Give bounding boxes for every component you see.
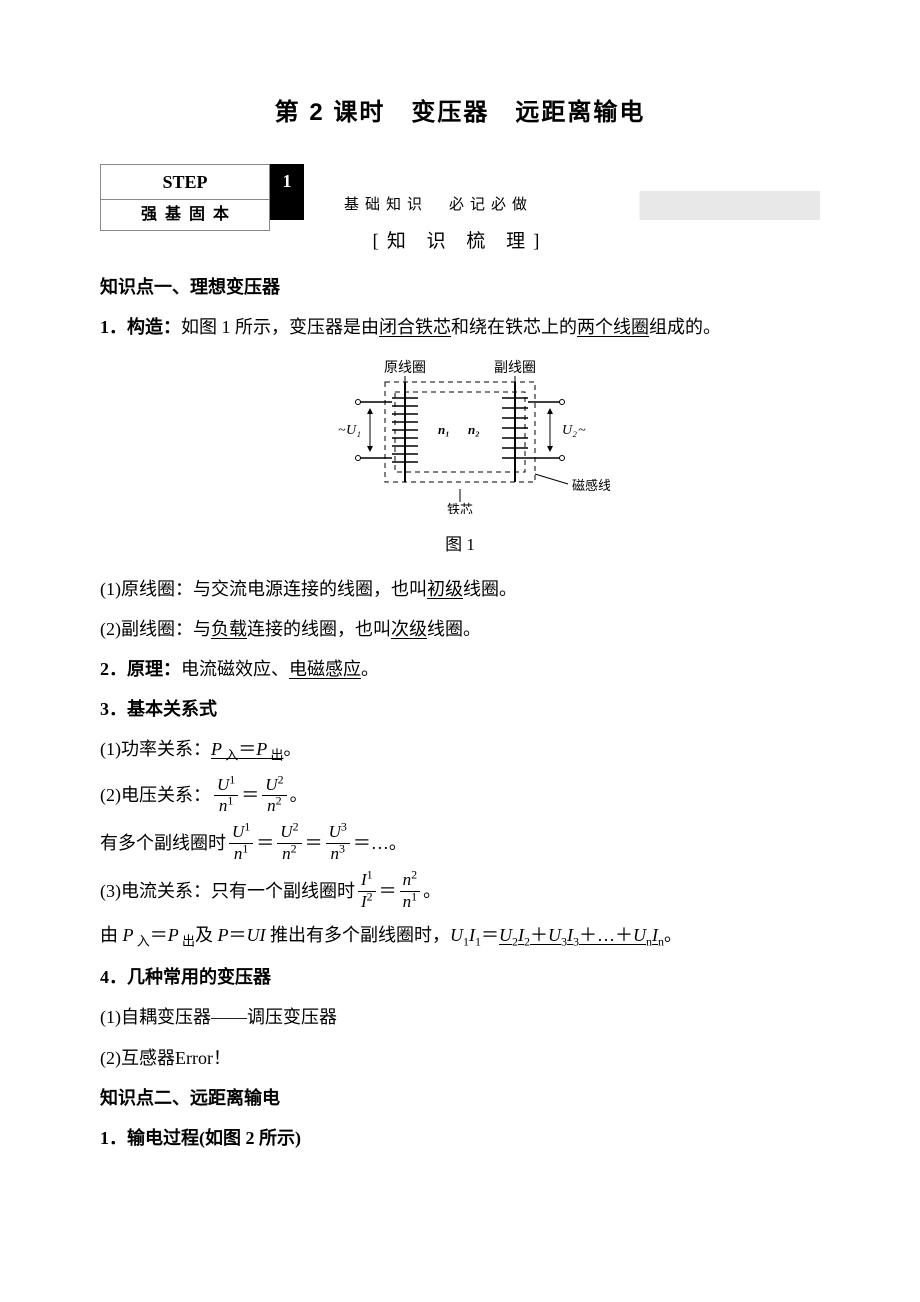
- p8-lead: (3)电流关系：只有一个副线圈时: [100, 874, 355, 908]
- step-banner: STEP 强基固本 1 基础知识 必记必做: [100, 164, 820, 220]
- para-kinds: 4．几种常用的变压器: [100, 960, 820, 994]
- frac-m2: U2 n2: [277, 822, 301, 864]
- para-primary: (1)原线圈：与交流电源连接的线圈，也叫初级线圈。: [100, 572, 820, 606]
- svg-text:~: ~: [338, 423, 346, 438]
- u-em: 电磁感应: [289, 659, 361, 679]
- para-principle: 2．原理：电流磁效应、电磁感应。: [100, 652, 820, 686]
- n1-label: n₁: [438, 422, 450, 437]
- p13-text: 1．输电过程(如图 2 所示): [100, 1128, 301, 1148]
- p2b-lead: (2)副线圈：与: [100, 619, 211, 639]
- para-relations: 3．基本关系式: [100, 692, 820, 726]
- u-power: P 入＝P 出: [211, 739, 284, 759]
- step-mid-fill: [270, 198, 304, 220]
- para-mutual: (2)互感器Error！: [100, 1041, 820, 1075]
- para-current: (3)电流关系：只有一个副线圈时 I1 I2 ＝ n2 n1 。: [100, 870, 820, 912]
- u-closed-core: 闭合铁芯: [379, 317, 451, 337]
- eq1: ＝: [256, 826, 274, 860]
- p9-tail: 。: [664, 925, 682, 945]
- t2: 和绕在铁芯上的: [451, 317, 577, 337]
- step-right-text-wrap: 基础知识 必记必做: [304, 191, 820, 220]
- u-primary: 初级: [427, 579, 463, 599]
- p3-tail: 。: [361, 659, 379, 679]
- eq2: ＝: [305, 826, 323, 860]
- para-voltage: (2)电压关系： U1 n1 ＝ U2 n2 。: [100, 775, 820, 817]
- t3: 组成的。: [649, 317, 721, 337]
- p6-tail: 。: [290, 778, 308, 812]
- p8-tail: 。: [423, 874, 441, 908]
- p2b-mid: 连接的线圈，也叫: [247, 619, 391, 639]
- u-ui-sum: U2I2＋U3I3＋…＋UnIn: [499, 925, 664, 945]
- primary-label: 原线圈: [384, 360, 426, 376]
- transformer-diagram: 原线圈 副线圈 ~ U₁ U₂ ~ n₁ n₂ 磁感线 铁芯: [100, 354, 820, 525]
- secondary-label: 副线圈: [494, 360, 536, 376]
- u-secondary: 次级: [391, 619, 427, 639]
- step-zh: 强基固本: [100, 199, 270, 231]
- p2b-tail: 线圈。: [427, 619, 481, 639]
- para-multi: 有多个副线圈时 U1 n1 ＝ U2 n2 ＝ U3 n3 ＝…。: [100, 822, 820, 864]
- p2a-tail: 线圈。: [463, 579, 517, 599]
- u-load: 负载: [211, 619, 247, 639]
- p9-lead: 由 P 入＝P 出及 P＝UI 推出有多个副线圈时，: [100, 925, 450, 945]
- u1-label: U₁: [346, 423, 361, 438]
- u-two-coils: 两个线圈: [577, 317, 649, 337]
- frac-u2n2: U2 n2: [262, 775, 286, 817]
- p3-lead: 2．原理：: [100, 659, 181, 679]
- frac-i1i2: I1 I2: [358, 870, 376, 912]
- page-title: 第 2 课时 变压器 远距离输电: [100, 90, 820, 136]
- u2-label: U₂: [562, 423, 577, 438]
- frac-m3: U3 n3: [326, 822, 350, 864]
- frac-n2n1: n2 n1: [400, 870, 421, 912]
- error-text: Error！: [175, 1048, 231, 1068]
- eq3: ＝: [379, 874, 397, 908]
- step-label: STEP: [100, 164, 270, 199]
- p12a: (2)互感器: [100, 1048, 175, 1068]
- lead-1: 1．构造：: [100, 317, 181, 337]
- p5-lead: (1)功率关系：: [100, 739, 211, 759]
- para-multi-current: 由 P 入＝P 出及 P＝UI 推出有多个副线圈时，U1I1＝U2I2＋U3I3…: [100, 918, 820, 954]
- figure-caption: 图 1: [100, 529, 820, 561]
- p2a-lead: (1)原线圈：与交流电源连接的线圈，也叫: [100, 579, 427, 599]
- p7-tail: ＝…。: [353, 826, 407, 860]
- p3-t1: 电流磁效应、: [181, 659, 289, 679]
- para-structure: 1．构造：如图 1 所示，变压器是由闭合铁芯和绕在铁芯上的两个线圈组成的。: [100, 310, 820, 344]
- n2-label: n₂: [468, 422, 480, 437]
- flux-label: 磁感线: [572, 478, 610, 493]
- frac-u1n1: U1 n1: [214, 775, 238, 817]
- kp2-heading: 知识点二、远距离输电: [100, 1081, 820, 1115]
- core-label: 铁芯: [447, 502, 473, 514]
- kp1-heading: 知识点一、理想变压器: [100, 270, 820, 304]
- frac-m1: U1 n1: [229, 822, 253, 864]
- para-auto: (1)自耦变压器——调压变压器: [100, 1000, 820, 1034]
- p6-lead: (2)电压关系：: [100, 778, 211, 812]
- step-number: 1: [270, 164, 304, 198]
- p7-lead: 有多个副线圈时: [100, 826, 226, 860]
- para-transmission: 1．输电过程(如图 2 所示): [100, 1121, 820, 1155]
- t1: 如图 1 所示，变压器是由: [181, 317, 379, 337]
- para-secondary: (2)副线圈：与负载连接的线圈，也叫次级线圈。: [100, 612, 820, 646]
- p5-tail: 。: [284, 739, 302, 759]
- svg-text:~: ~: [578, 423, 586, 438]
- para-power: (1)功率关系：P 入＝P 出。: [100, 732, 820, 768]
- step-right-text: 基础知识 必记必做: [344, 191, 533, 220]
- eq-sign: ＝: [241, 778, 259, 812]
